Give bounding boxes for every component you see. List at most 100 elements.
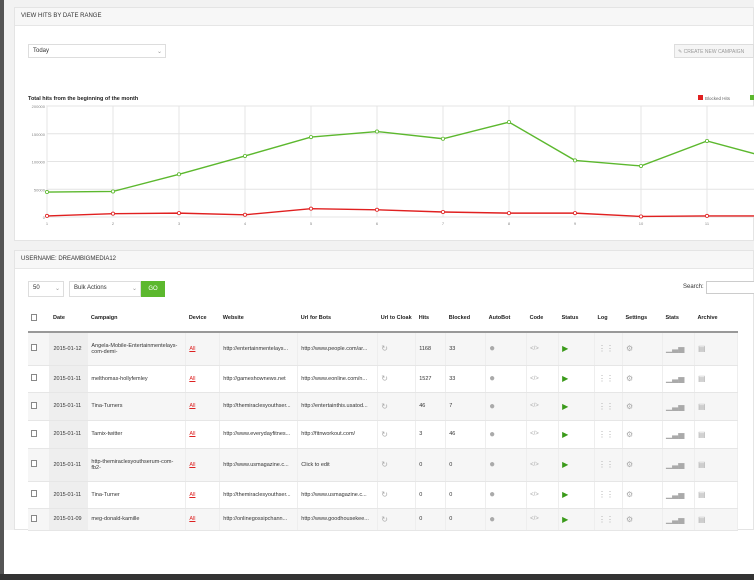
stats-cell[interactable]: ▁▃▅	[662, 332, 695, 366]
url-for-bots-cell[interactable]: Click to edit	[297, 448, 379, 482]
status-cell[interactable]: ▶	[558, 420, 596, 449]
select-all-checkbox[interactable]	[31, 313, 37, 321]
android-icon[interactable]: ●	[489, 459, 496, 470]
select-all-checkbox-cell[interactable]	[28, 305, 50, 333]
device-cell[interactable]: All	[185, 365, 221, 393]
log-cell[interactable]: ⋮⋮	[594, 332, 623, 366]
row-checkbox[interactable]	[31, 429, 37, 437]
code-cell[interactable]: </>	[526, 365, 560, 393]
archive-icon[interactable]: ▤	[697, 401, 706, 411]
campaign-cell[interactable]: http-themiraclesyouthserum-com-fb2-	[87, 448, 187, 482]
url-for-bots-cell[interactable]: http://entertainthis.usatod...	[297, 392, 379, 421]
android-icon[interactable]: ●	[489, 489, 496, 500]
code-cell[interactable]: </>	[526, 481, 560, 509]
android-icon[interactable]: ●	[489, 513, 496, 525]
archive-icon[interactable]: ▤	[697, 429, 706, 439]
device-cell[interactable]: All	[185, 448, 221, 482]
code-icon[interactable]: </>	[530, 403, 539, 409]
url-for-bots-cell[interactable]: http://www.eonline.com/n...	[297, 365, 379, 393]
autobot-cell[interactable]: ●	[485, 332, 528, 366]
column-header[interactable]: Hits	[415, 305, 446, 333]
code-cell[interactable]: </>	[526, 332, 560, 366]
autobot-cell[interactable]: ●	[485, 392, 528, 421]
archive-icon[interactable]: ▤	[697, 374, 706, 383]
device-link[interactable]: All	[189, 461, 196, 468]
row-checkbox-cell[interactable]	[28, 481, 51, 509]
archive-cell[interactable]: ▤	[694, 508, 739, 531]
gear-icon[interactable]: ⚙	[626, 344, 634, 354]
archive-cell[interactable]: ▤	[694, 448, 739, 482]
settings-cell[interactable]: ⚙	[622, 392, 663, 421]
refresh-icon[interactable]: ↻	[381, 514, 388, 524]
website-cell[interactable]: http://entertainmentelays...	[219, 332, 299, 366]
refresh-icon[interactable]: ↻	[381, 344, 388, 354]
column-header[interactable]: AutoBot	[485, 305, 527, 333]
status-cell[interactable]: ▶	[558, 392, 596, 421]
stats-cell[interactable]: ▁▃▅	[662, 508, 695, 531]
column-header[interactable]: Blocked	[445, 305, 486, 333]
device-link[interactable]: All	[189, 431, 196, 437]
settings-cell[interactable]: ⚙	[622, 448, 663, 482]
device-cell[interactable]: All	[185, 332, 221, 366]
android-icon[interactable]: ●	[489, 343, 496, 355]
play-icon[interactable]: ▶	[562, 344, 569, 354]
row-checkbox[interactable]	[31, 490, 37, 497]
code-cell[interactable]: </>	[526, 420, 560, 449]
bar-chart-icon[interactable]: ▁▃▅	[665, 514, 685, 524]
date-range-select[interactable]: Today ⌄	[28, 44, 166, 58]
row-checkbox[interactable]	[31, 374, 37, 381]
gear-icon[interactable]: ⚙	[626, 514, 634, 524]
campaign-cell[interactable]: Tina-Turners	[87, 392, 187, 421]
code-cell[interactable]: </>	[526, 392, 560, 421]
gear-icon[interactable]: ⚙	[626, 490, 634, 499]
status-cell[interactable]: ▶	[558, 365, 596, 393]
url-for-bots-cell[interactable]: http://www.goodhousekee...	[297, 508, 379, 531]
status-cell[interactable]: ▶	[558, 481, 596, 509]
gear-icon[interactable]: ⚙	[626, 374, 634, 383]
play-icon[interactable]: ▶	[562, 374, 569, 383]
url-to-cloak-cell[interactable]: ↻	[377, 481, 417, 509]
code-icon[interactable]: </>	[530, 461, 539, 468]
log-icon[interactable]: ⋮⋮	[598, 429, 615, 439]
gear-icon[interactable]: ⚙	[626, 401, 634, 411]
code-icon[interactable]: </>	[530, 431, 539, 437]
url-to-cloak-cell[interactable]: ↻	[377, 392, 417, 421]
stats-cell[interactable]: ▁▃▅	[662, 448, 695, 482]
settings-cell[interactable]: ⚙	[622, 365, 663, 393]
play-icon[interactable]: ▶	[562, 490, 569, 499]
go-button[interactable]: GO	[141, 281, 165, 297]
archive-cell[interactable]: ▤	[694, 481, 739, 509]
campaign-cell[interactable]: Angela-Mobile-Entertainmentelays-com-dem…	[87, 332, 187, 366]
url-for-bots-cell[interactable]: http://www.people.com/ar...	[297, 332, 379, 366]
campaign-cell[interactable]: Tina-Turner	[87, 481, 187, 509]
archive-cell[interactable]: ▤	[694, 420, 739, 449]
column-header[interactable]: Status	[558, 305, 595, 333]
device-cell[interactable]: All	[185, 508, 221, 531]
archive-cell[interactable]: ▤	[694, 365, 739, 393]
bar-chart-icon[interactable]: ▁▃▅	[665, 401, 685, 411]
column-header[interactable]: Url for Bots	[297, 305, 378, 333]
settings-cell[interactable]: ⚙	[622, 508, 663, 531]
refresh-icon[interactable]: ↻	[381, 429, 388, 439]
bar-chart-icon[interactable]: ▁▃▅	[665, 374, 685, 383]
column-header[interactable]: Date	[49, 305, 88, 333]
settings-cell[interactable]: ⚙	[622, 332, 663, 366]
refresh-icon[interactable]: ↻	[381, 460, 388, 469]
row-checkbox[interactable]	[31, 344, 37, 352]
row-checkbox[interactable]	[31, 514, 37, 522]
bar-chart-icon[interactable]: ▁▃▅	[665, 344, 685, 354]
website-cell[interactable]: http://gameshownews.net	[219, 365, 299, 393]
log-icon[interactable]: ⋮⋮	[598, 401, 615, 411]
device-cell[interactable]: All	[185, 392, 221, 421]
search-input[interactable]	[706, 281, 754, 294]
row-checkbox-cell[interactable]	[28, 332, 51, 366]
log-cell[interactable]: ⋮⋮	[594, 392, 623, 421]
url-for-bots-cell[interactable]: http://www.usmagazine.c...	[297, 481, 379, 509]
campaign-cell[interactable]: melthomas-hollyfemley	[87, 365, 187, 393]
autobot-cell[interactable]: ●	[485, 420, 528, 449]
website-cell[interactable]: http://www.usmagazine.c...	[219, 448, 299, 482]
autobot-cell[interactable]: ●	[485, 448, 528, 482]
archive-icon[interactable]: ▤	[697, 490, 706, 499]
page-size-select[interactable]: 50 ⌄	[28, 281, 64, 297]
play-icon[interactable]: ▶	[562, 401, 569, 411]
